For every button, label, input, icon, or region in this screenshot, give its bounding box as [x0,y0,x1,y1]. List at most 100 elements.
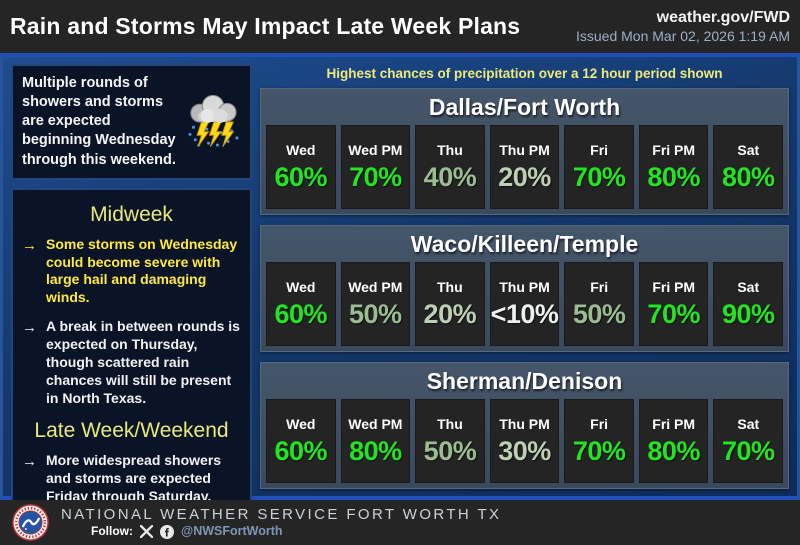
precip-value: 60% [274,435,328,466]
bullet-item: → Some storms on Wednesday could become s… [22,236,241,308]
forecast-cell: Wed PM 80% [340,399,411,483]
forecast-cell: Thu 20% [415,262,485,346]
section-heading: Late Week/Weekend [34,418,229,442]
footer-bar: NATIONAL WEATHER SERVICE FORT WORTH TX F… [0,500,800,545]
precip-value: 60% [274,161,328,192]
forecast-cell: Thu 40% [415,125,485,209]
day-label: Wed PM [348,278,403,295]
forecast-cell: Wed 60% [266,125,336,209]
day-label: Sat [737,141,760,158]
precip-value: 70% [572,161,626,192]
main-content: Multiple rounds of showers and storms ar… [0,57,800,545]
bullet-text: More widespread showers and storms are e… [46,451,222,504]
forecast-table: Waco/Killeen/Temple Wed 60% Wed PM 50% Thu 20%… [260,225,789,352]
day-label: Wed [286,415,316,432]
forecast-cell: Fri 70% [564,399,634,483]
follow-row: Follow: @NWSFortWorth [91,523,501,539]
day-label: Thu [437,278,463,295]
day-label: Thu PM [499,141,550,158]
precip-value: 20% [423,298,477,329]
day-label: Fri [590,415,609,432]
day-label: Wed [286,278,316,295]
section-heading: Midweek [90,202,173,226]
precip-panel: Highest chances of precipitation over a … [260,64,789,489]
forecast-cell: Wed PM 70% [340,125,411,209]
header-meta: weather.gov/FWD Issued Mon Mar 02, 2026 … [576,8,790,46]
table-title: Dallas/Fort Worth [428,94,621,120]
day-label: Thu [437,141,463,158]
precip-value: 80% [349,435,402,466]
forecast-cell: Fri 70% [564,125,634,209]
day-label: Thu PM [499,415,550,432]
day-label: Sat [737,278,760,295]
site-url: weather.gov/FWD [656,8,790,26]
precip-value: 50% [349,298,402,329]
forecast-cell: Fri PM 80% [638,399,709,483]
arrow-icon: → [22,319,37,337]
precip-value: 80% [647,435,700,466]
follow-label: Follow: [91,523,133,538]
day-label: Fri PM [652,415,696,432]
tables: Dallas/Fort Worth Wed 60% Wed PM 70% Thu 40% Th… [260,88,789,489]
agency-name: NATIONAL WEATHER SERVICE FORT WORTH TX [61,506,502,524]
forecast-cell: Thu 50% [415,399,485,483]
header-bar: Rain and Storms May Impact Late Week Pla… [0,0,800,57]
table-cells: Wed 60% Wed PM 70% Thu 40% Thu PM 20% Fri 70% Fri … [266,125,784,209]
precip-value: 70% [349,161,402,192]
issued-timestamp: Issued Mon Mar 02, 2026 1:19 AM [575,27,790,44]
precip-value: 70% [647,298,700,329]
footer-text: NATIONAL WEATHER SERVICE FORT WORTH TX F… [61,506,501,539]
bullet-text: A break in between rounds is expected on… [46,318,240,406]
forecast-cell: Wed 60% [266,262,336,346]
precip-value: <10% [490,298,559,329]
day-label: Fri [590,278,609,295]
day-label: Fri PM [652,278,696,295]
precip-value: 90% [721,298,775,329]
precip-value: 60% [274,298,328,329]
forecast-cell: Sat 70% [713,399,784,483]
forecast-cell: Fri PM 80% [638,125,709,209]
precip-value: 50% [572,298,626,329]
day-label: Sat [737,415,760,432]
day-label: Fri PM [652,141,696,158]
precip-value: 70% [572,435,626,466]
forecast-cell: Thu PM 30% [489,399,560,483]
day-label: Wed PM [348,141,403,158]
forecast-cell: Sat 90% [713,262,783,346]
bullet-text: Some storms on Wednesday could become se… [46,235,238,306]
sidebar-sections: Midweek → Some storms on Wednesday could b… [19,203,244,545]
social-handle: @NWSFortWorth [181,524,283,539]
intro-box: Multiple rounds of showers and storms ar… [11,64,252,180]
facebook-icon [160,524,174,539]
day-label: Wed [286,141,316,158]
table-title: Sherman/Denison [426,368,623,394]
storm-cloud-icon [182,93,244,151]
forecast-table: Dallas/Fort Worth Wed 60% Wed PM 70% Thu 40% Th… [260,88,789,215]
precip-value: 20% [498,161,551,192]
precip-value: 70% [721,435,775,466]
page-title: Rain and Storms May Impact Late Week Pla… [10,13,521,39]
forecast-table: Sherman/Denison Wed 60% Wed PM 80% Thu 50% Thu … [260,362,789,489]
table-cells: Wed 60% Wed PM 50% Thu 20% Thu PM <10% Fri 50% Fri… [266,262,783,346]
table-title: Waco/Killeen/Temple [410,231,639,257]
panel-note: Highest chances of precipitation over a … [326,66,723,81]
forecast-cell: Sat 80% [713,125,784,209]
x-icon [140,525,153,539]
bullet-item: → More widespread showers and storms are … [22,452,241,506]
day-label: Thu [437,415,463,432]
day-label: Wed PM [348,415,403,432]
forecast-cell: Wed PM 50% [340,262,411,346]
precip-value: 40% [423,161,477,192]
bullet-item: → A break in between rounds is expected o… [22,318,241,408]
precip-value: 80% [647,161,700,192]
forecast-cell: Fri PM 70% [638,262,709,346]
day-label: Fri [590,141,609,158]
precip-value: 80% [721,161,775,192]
forecast-cell: Thu PM <10% [489,262,560,346]
nws-logo [12,504,49,541]
sidebar: Multiple rounds of showers and storms ar… [11,64,252,545]
table-cells: Wed 60% Wed PM 80% Thu 50% Thu PM 30% Fri 70% Fri … [266,399,784,483]
forecast-cell: Wed 60% [266,399,336,483]
arrow-icon: → [22,452,37,470]
